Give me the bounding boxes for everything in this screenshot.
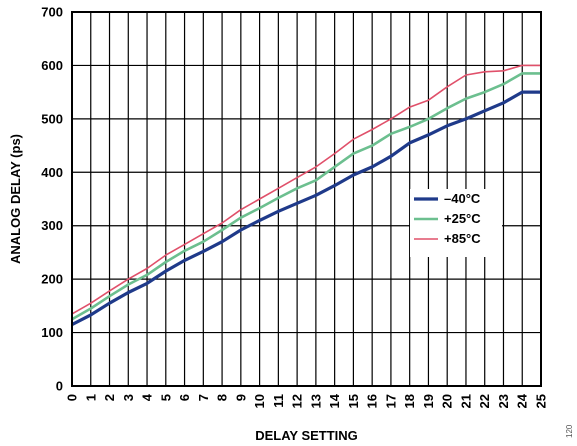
legend: –40°C +25°C +85°C <box>410 189 502 257</box>
series-line-1 <box>71 72 541 321</box>
figure-id: 120 <box>565 424 574 438</box>
x-tick-label: 16 <box>365 394 380 408</box>
y-tick-label: 400 <box>41 165 63 180</box>
y-tick-labels: 0 100 200 300 400 500 600 700 <box>41 5 63 394</box>
y-axis-title: ANALOG DELAY (ps) <box>8 134 23 264</box>
y-tick-label: 0 <box>56 379 63 394</box>
legend-label: –40°C <box>444 191 481 206</box>
x-tick-label: 8 <box>215 394 230 401</box>
x-tick-label: 20 <box>440 394 455 408</box>
x-tick-label: 22 <box>477 394 492 408</box>
series-lines <box>71 64 541 327</box>
x-tick-label: 2 <box>102 394 117 401</box>
series-line-0 <box>71 90 541 327</box>
x-tick-label: 4 <box>140 393 155 401</box>
y-tick-label: 700 <box>41 5 63 20</box>
x-tick-label: 25 <box>534 394 549 408</box>
x-tick-label: 1 <box>83 394 98 401</box>
x-tick-label: 17 <box>383 394 398 408</box>
x-tick-label: 3 <box>121 394 136 401</box>
y-tick-label: 600 <box>41 58 63 73</box>
x-tick-label: 7 <box>196 394 211 401</box>
x-axis-title: DELAY SETTING <box>255 428 358 443</box>
legend-label: +25°C <box>444 211 481 226</box>
x-tick-label: 13 <box>308 394 323 408</box>
x-tick-label: 18 <box>402 394 417 408</box>
x-tick-label: 0 <box>65 394 80 401</box>
plot-frame <box>71 11 542 387</box>
x-tick-label: 10 <box>252 394 267 408</box>
x-tick-label: 23 <box>496 394 511 408</box>
x-tick-label: 24 <box>515 393 530 408</box>
x-tick-label: 6 <box>177 394 192 401</box>
legend-label: +85°C <box>444 231 481 246</box>
series-line-2 <box>71 64 541 315</box>
x-tick-label: 9 <box>233 394 248 401</box>
x-tick-label: 11 <box>271 394 286 408</box>
x-tick-label: 21 <box>458 394 473 408</box>
y-tick-label: 500 <box>41 111 63 126</box>
y-tick-label: 100 <box>41 325 63 340</box>
y-tick-label: 300 <box>41 218 63 233</box>
x-tick-labels: 0 1 2 3 4 5 6 7 8 9 10 11 12 13 14 15 16 17 18 19 20 21 22 23 24… <box>65 393 549 408</box>
x-tick-label: 12 <box>290 394 305 408</box>
y-tick-label: 200 <box>41 272 63 287</box>
x-tick-label: 14 <box>327 393 342 408</box>
x-tick-label: 19 <box>421 394 436 408</box>
x-tick-label: 15 <box>346 394 361 408</box>
x-tick-label: 5 <box>158 394 173 401</box>
